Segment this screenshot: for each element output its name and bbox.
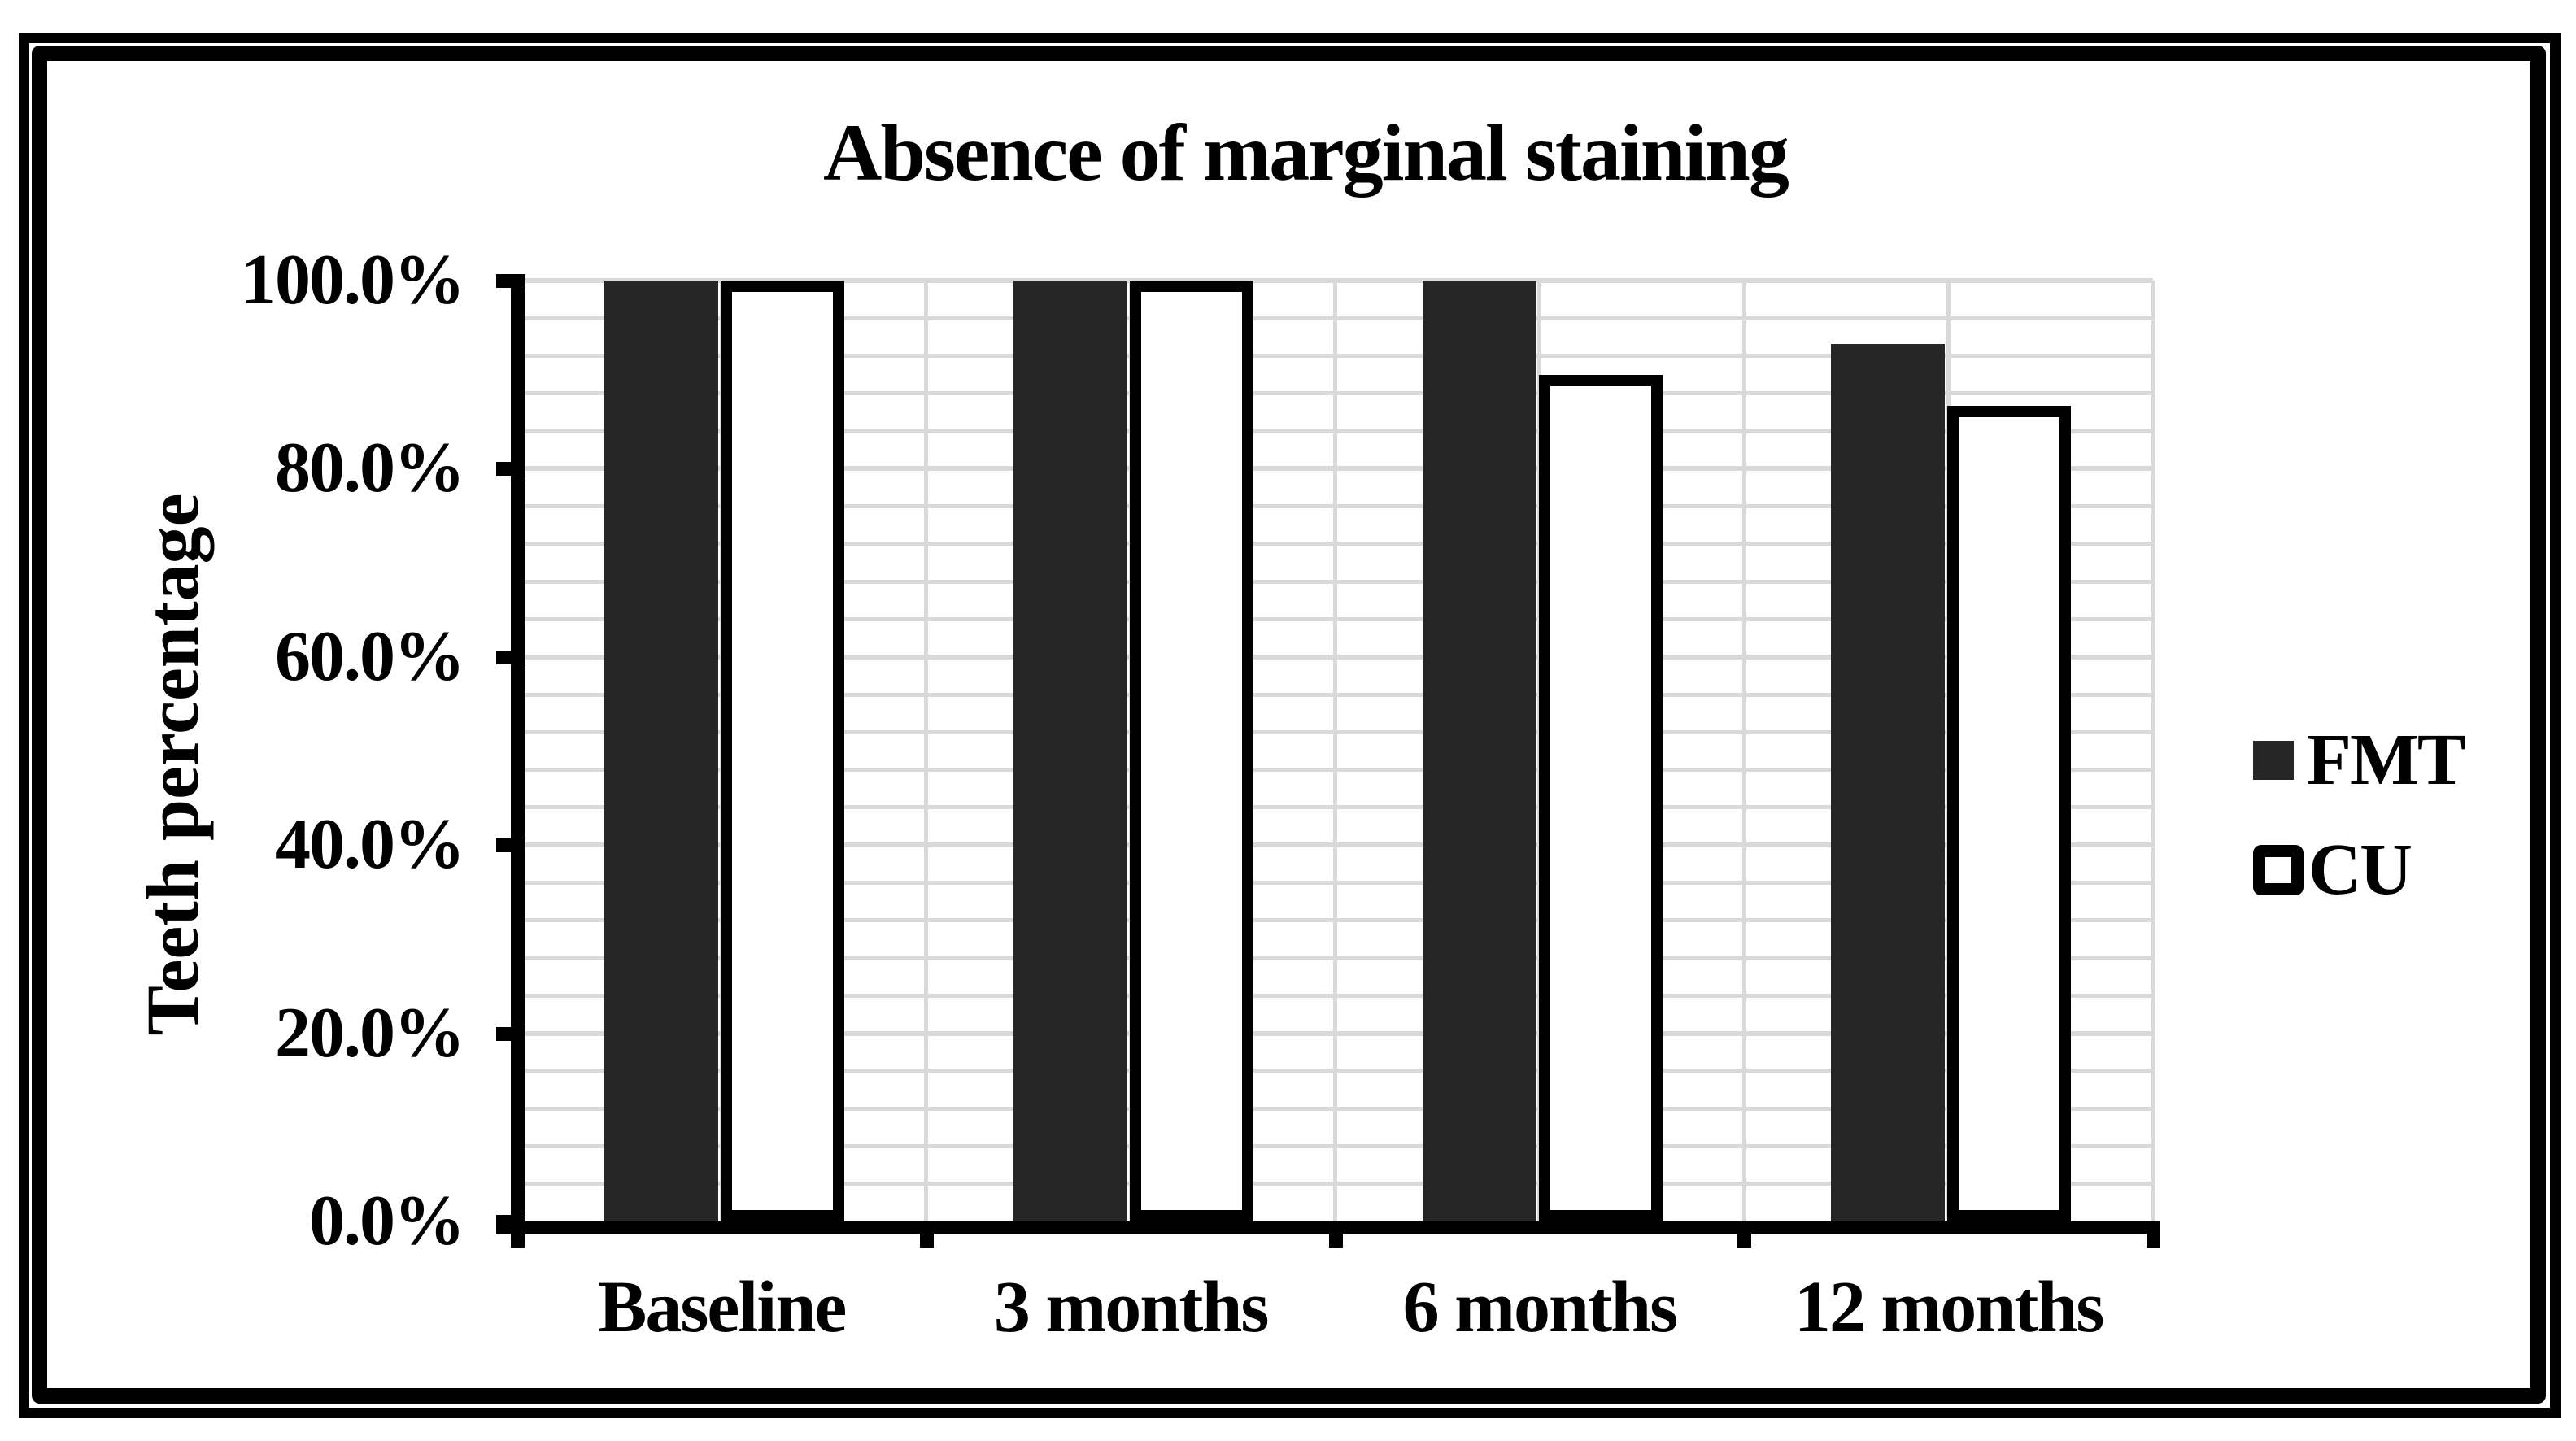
plot-area	[517, 278, 2155, 1221]
x-tick-label-baseline: Baseline	[598, 1267, 847, 1347]
bar-fmt-12-months	[1831, 343, 1946, 1221]
y-tick-label: 80.0%	[275, 429, 465, 508]
x-boundary-tick	[2147, 1221, 2160, 1248]
y-major-tick	[496, 274, 525, 288]
bar-fmt-3-months	[1013, 281, 1127, 1221]
legend-swatch-cu-icon	[2253, 845, 2304, 895]
category-gridline-v	[924, 281, 929, 1221]
y-tick-label: 0.0%	[309, 1182, 465, 1260]
legend-swatch-fmt-icon	[2253, 741, 2294, 780]
y-tick-label: 60.0%	[275, 616, 465, 696]
y-tick-label: 20.0%	[275, 993, 465, 1073]
y-tick-label: 100.0%	[241, 241, 465, 320]
bar-fmt-baseline	[604, 281, 718, 1221]
y-major-tick	[496, 1026, 525, 1041]
category-gridline-v	[2151, 281, 2155, 1221]
x-tick-label-12-months: 12 months	[1794, 1267, 2105, 1347]
bar-cu-12-months	[1947, 405, 2072, 1221]
x-tick-label-3-months: 3 months	[993, 1267, 1270, 1347]
legend-item-cu: CU	[2253, 825, 2413, 915]
category-gridline-v	[1741, 281, 1746, 1221]
y-major-tick	[496, 650, 525, 664]
legend-label-cu: CU	[2308, 829, 2413, 910]
chart-title: Absence of marginal staining	[823, 107, 1789, 198]
y-tick-label: 40.0%	[275, 805, 465, 885]
bar-cu-3-months	[1129, 281, 1253, 1221]
x-boundary-tick	[511, 1221, 525, 1248]
bar-cu-6-months	[1538, 374, 1663, 1221]
x-boundary-tick	[1737, 1221, 1752, 1248]
x-tick-label-6-months: 6 months	[1402, 1267, 1679, 1347]
legend-label-fmt: FMT	[2307, 720, 2466, 800]
category-gridline-v	[1333, 281, 1337, 1221]
x-boundary-tick	[919, 1221, 934, 1248]
y-major-tick	[496, 838, 525, 853]
bar-fmt-6-months	[1422, 281, 1536, 1221]
y-axis-line	[511, 274, 525, 1234]
picture-frame-inner	[32, 46, 2546, 1404]
picture-frame-outer	[19, 33, 2561, 1418]
legend: FMT CU	[2253, 716, 2522, 943]
x-axis-line	[496, 1221, 2160, 1234]
y-major-tick	[496, 462, 525, 477]
bar-cu-baseline	[721, 281, 844, 1221]
legend-item-fmt: FMT	[2253, 716, 2466, 805]
x-boundary-tick	[1328, 1221, 1343, 1248]
